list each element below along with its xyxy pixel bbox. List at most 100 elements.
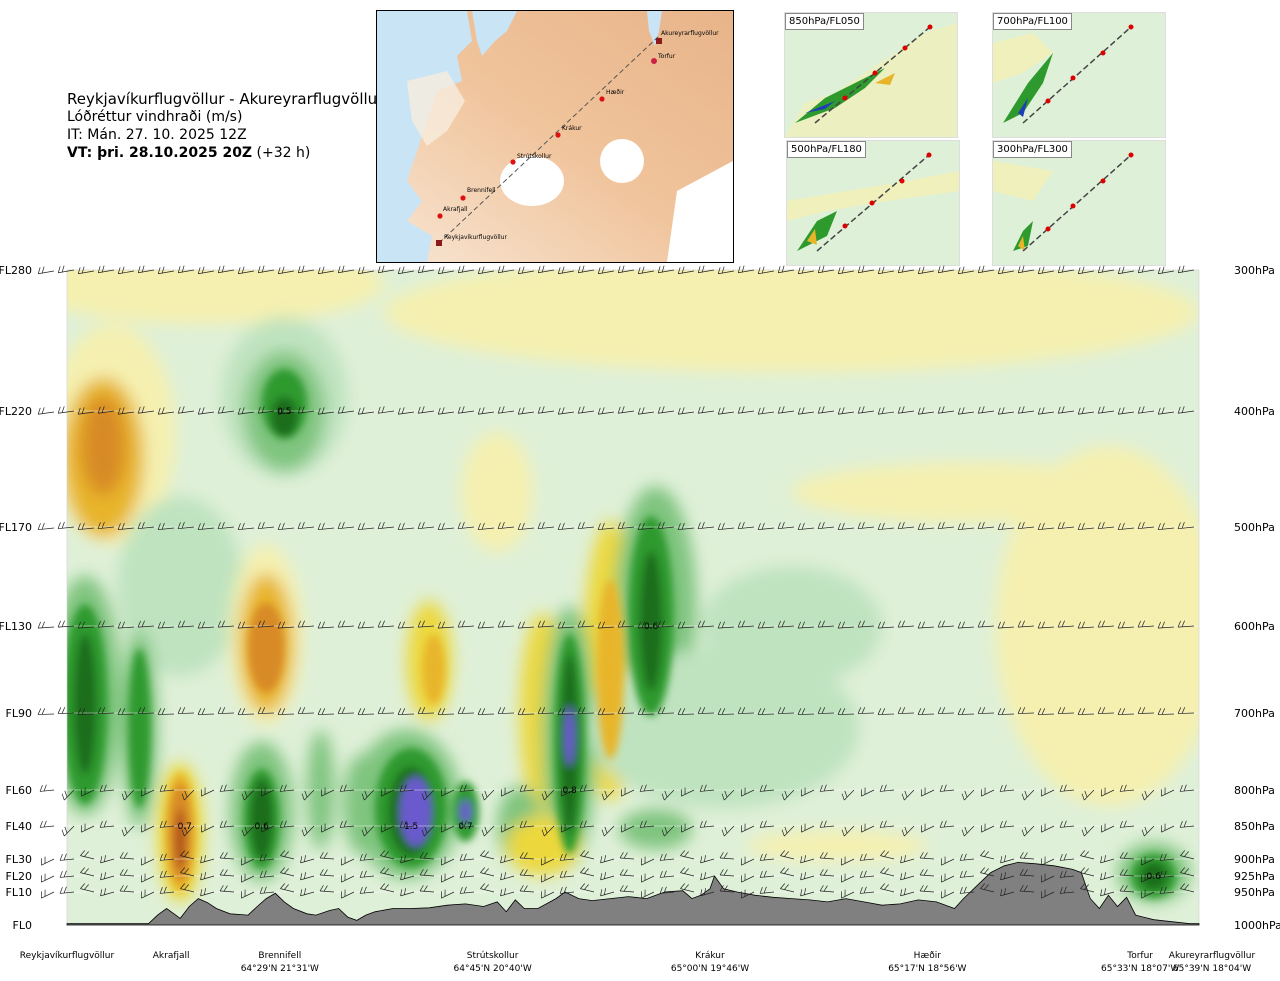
wind-barb (117, 522, 135, 531)
wind-barb (357, 621, 375, 629)
wind-barb (579, 820, 595, 828)
wind-barb (241, 889, 255, 899)
map-marker-akureyri[interactable] (656, 38, 662, 44)
wind-barb (157, 522, 175, 531)
wind-barb (577, 406, 595, 414)
wind-barb (1159, 886, 1175, 894)
map-marker-reykjavik[interactable] (436, 240, 442, 246)
map-marker-haedir[interactable] (599, 96, 605, 102)
route-map[interactable]: Akureyrarflugvöllur Torfur Hæðir Krákur … (376, 10, 734, 263)
wind-barb (321, 787, 335, 797)
wind-barb (480, 883, 495, 893)
wind-barb (577, 707, 595, 714)
wind-barb (981, 823, 995, 833)
pressure-tick: 800hPa (1234, 784, 1275, 797)
wind-barb (857, 265, 875, 274)
wind-barb (737, 620, 755, 628)
wind-barb (1000, 888, 1015, 897)
wind-barb (1117, 266, 1135, 275)
wind-barb (357, 407, 375, 415)
wind-barb (80, 850, 95, 860)
wind-barb (859, 870, 875, 878)
flight-level-tick: FL90 (6, 707, 32, 720)
wind-barb (159, 886, 175, 894)
wind-barb (897, 521, 915, 530)
thumbnail-700hpa[interactable]: 700hPa/FL100 (992, 12, 1166, 138)
thumbnail-label: 300hPa/FL300 (993, 141, 1072, 158)
thumbnail-300hpa[interactable]: 300hPa/FL300 (992, 140, 1166, 266)
wind-barb (339, 820, 355, 828)
wind-barb (397, 266, 415, 275)
wind-barb (1000, 872, 1015, 881)
wind-barb (877, 522, 895, 531)
map-marker-torfur[interactable] (651, 58, 657, 64)
wind-barb (497, 707, 515, 714)
wind-barb (180, 867, 195, 877)
wind-barb (77, 522, 95, 531)
wind-barb (957, 266, 975, 275)
wind-barb (1080, 883, 1095, 893)
glacier-langjokull (500, 156, 564, 206)
wind-barb (397, 708, 415, 715)
wind-barb (697, 707, 715, 714)
wind-barb (680, 867, 695, 877)
wind-barb (81, 823, 95, 833)
flight-level-tick: FL0 (13, 919, 32, 932)
wind-barb (757, 407, 775, 415)
wind-barb (381, 823, 395, 833)
wind-barb (417, 521, 435, 530)
wind-barb (657, 406, 675, 414)
wind-barb (961, 825, 975, 837)
wind-barb (459, 784, 475, 792)
wind-barb (317, 407, 335, 415)
field-down-top-east (384, 270, 1199, 373)
thumbnail-850hpa[interactable]: 850hPa/FL050 (784, 12, 958, 138)
map-marker-brennifell[interactable] (460, 195, 466, 201)
field-down-low-east (746, 830, 928, 861)
wind-barb (880, 867, 895, 877)
wind-barb (1177, 620, 1195, 628)
wind-barb (1157, 708, 1175, 715)
thumbnail-300hpa-map (993, 141, 1165, 265)
map-marker-krakur[interactable] (555, 132, 561, 138)
wind-barb (77, 708, 95, 715)
wind-barb (37, 407, 55, 415)
wind-barb (579, 784, 595, 792)
wind-barb (741, 873, 755, 883)
wind-barb (637, 708, 655, 715)
wind-barb (957, 522, 975, 531)
field-up-col2 (128, 648, 151, 809)
fjord-eyjafjordur (647, 11, 662, 46)
valid-time-bold: VT: þri. 28.10.2025 20Z (67, 145, 253, 161)
wind-barb (259, 853, 275, 861)
wind-barb (477, 522, 495, 531)
wind-barb (777, 521, 795, 530)
vertical-velocity-field (67, 270, 1199, 925)
wind-barb (177, 707, 195, 714)
wind-barb (700, 855, 715, 864)
wind-barb (277, 621, 295, 629)
pressure-axis: 300hPa 400hPa 500hPa 600hPa 700hPa 800hPa 850h… (1234, 264, 1280, 932)
wind-barb (977, 707, 995, 714)
wind-barb (457, 707, 475, 714)
thumbnail-500hpa[interactable]: 500hPa/FL180 (786, 140, 960, 266)
wind-barb (681, 787, 695, 797)
wind-barb (897, 620, 915, 628)
map-marker-strutskollur[interactable] (510, 159, 516, 165)
map-marker-akrafjall[interactable] (437, 213, 443, 219)
wind-barb (857, 406, 875, 414)
pressure-tick: 500hPa (1234, 521, 1275, 534)
glacier-vatnajokull (667, 161, 733, 262)
wind-barb (757, 621, 775, 629)
wind-barb (59, 870, 75, 878)
wind-barb (1180, 850, 1195, 860)
wind-barb (657, 620, 675, 628)
wind-barb (517, 621, 535, 629)
wind-barb (41, 889, 55, 899)
wind-barb (1177, 521, 1195, 530)
wind-barb (719, 885, 735, 893)
wind-barb (937, 265, 955, 274)
wind-barb (241, 856, 255, 866)
field-up-col5-max (459, 799, 472, 824)
